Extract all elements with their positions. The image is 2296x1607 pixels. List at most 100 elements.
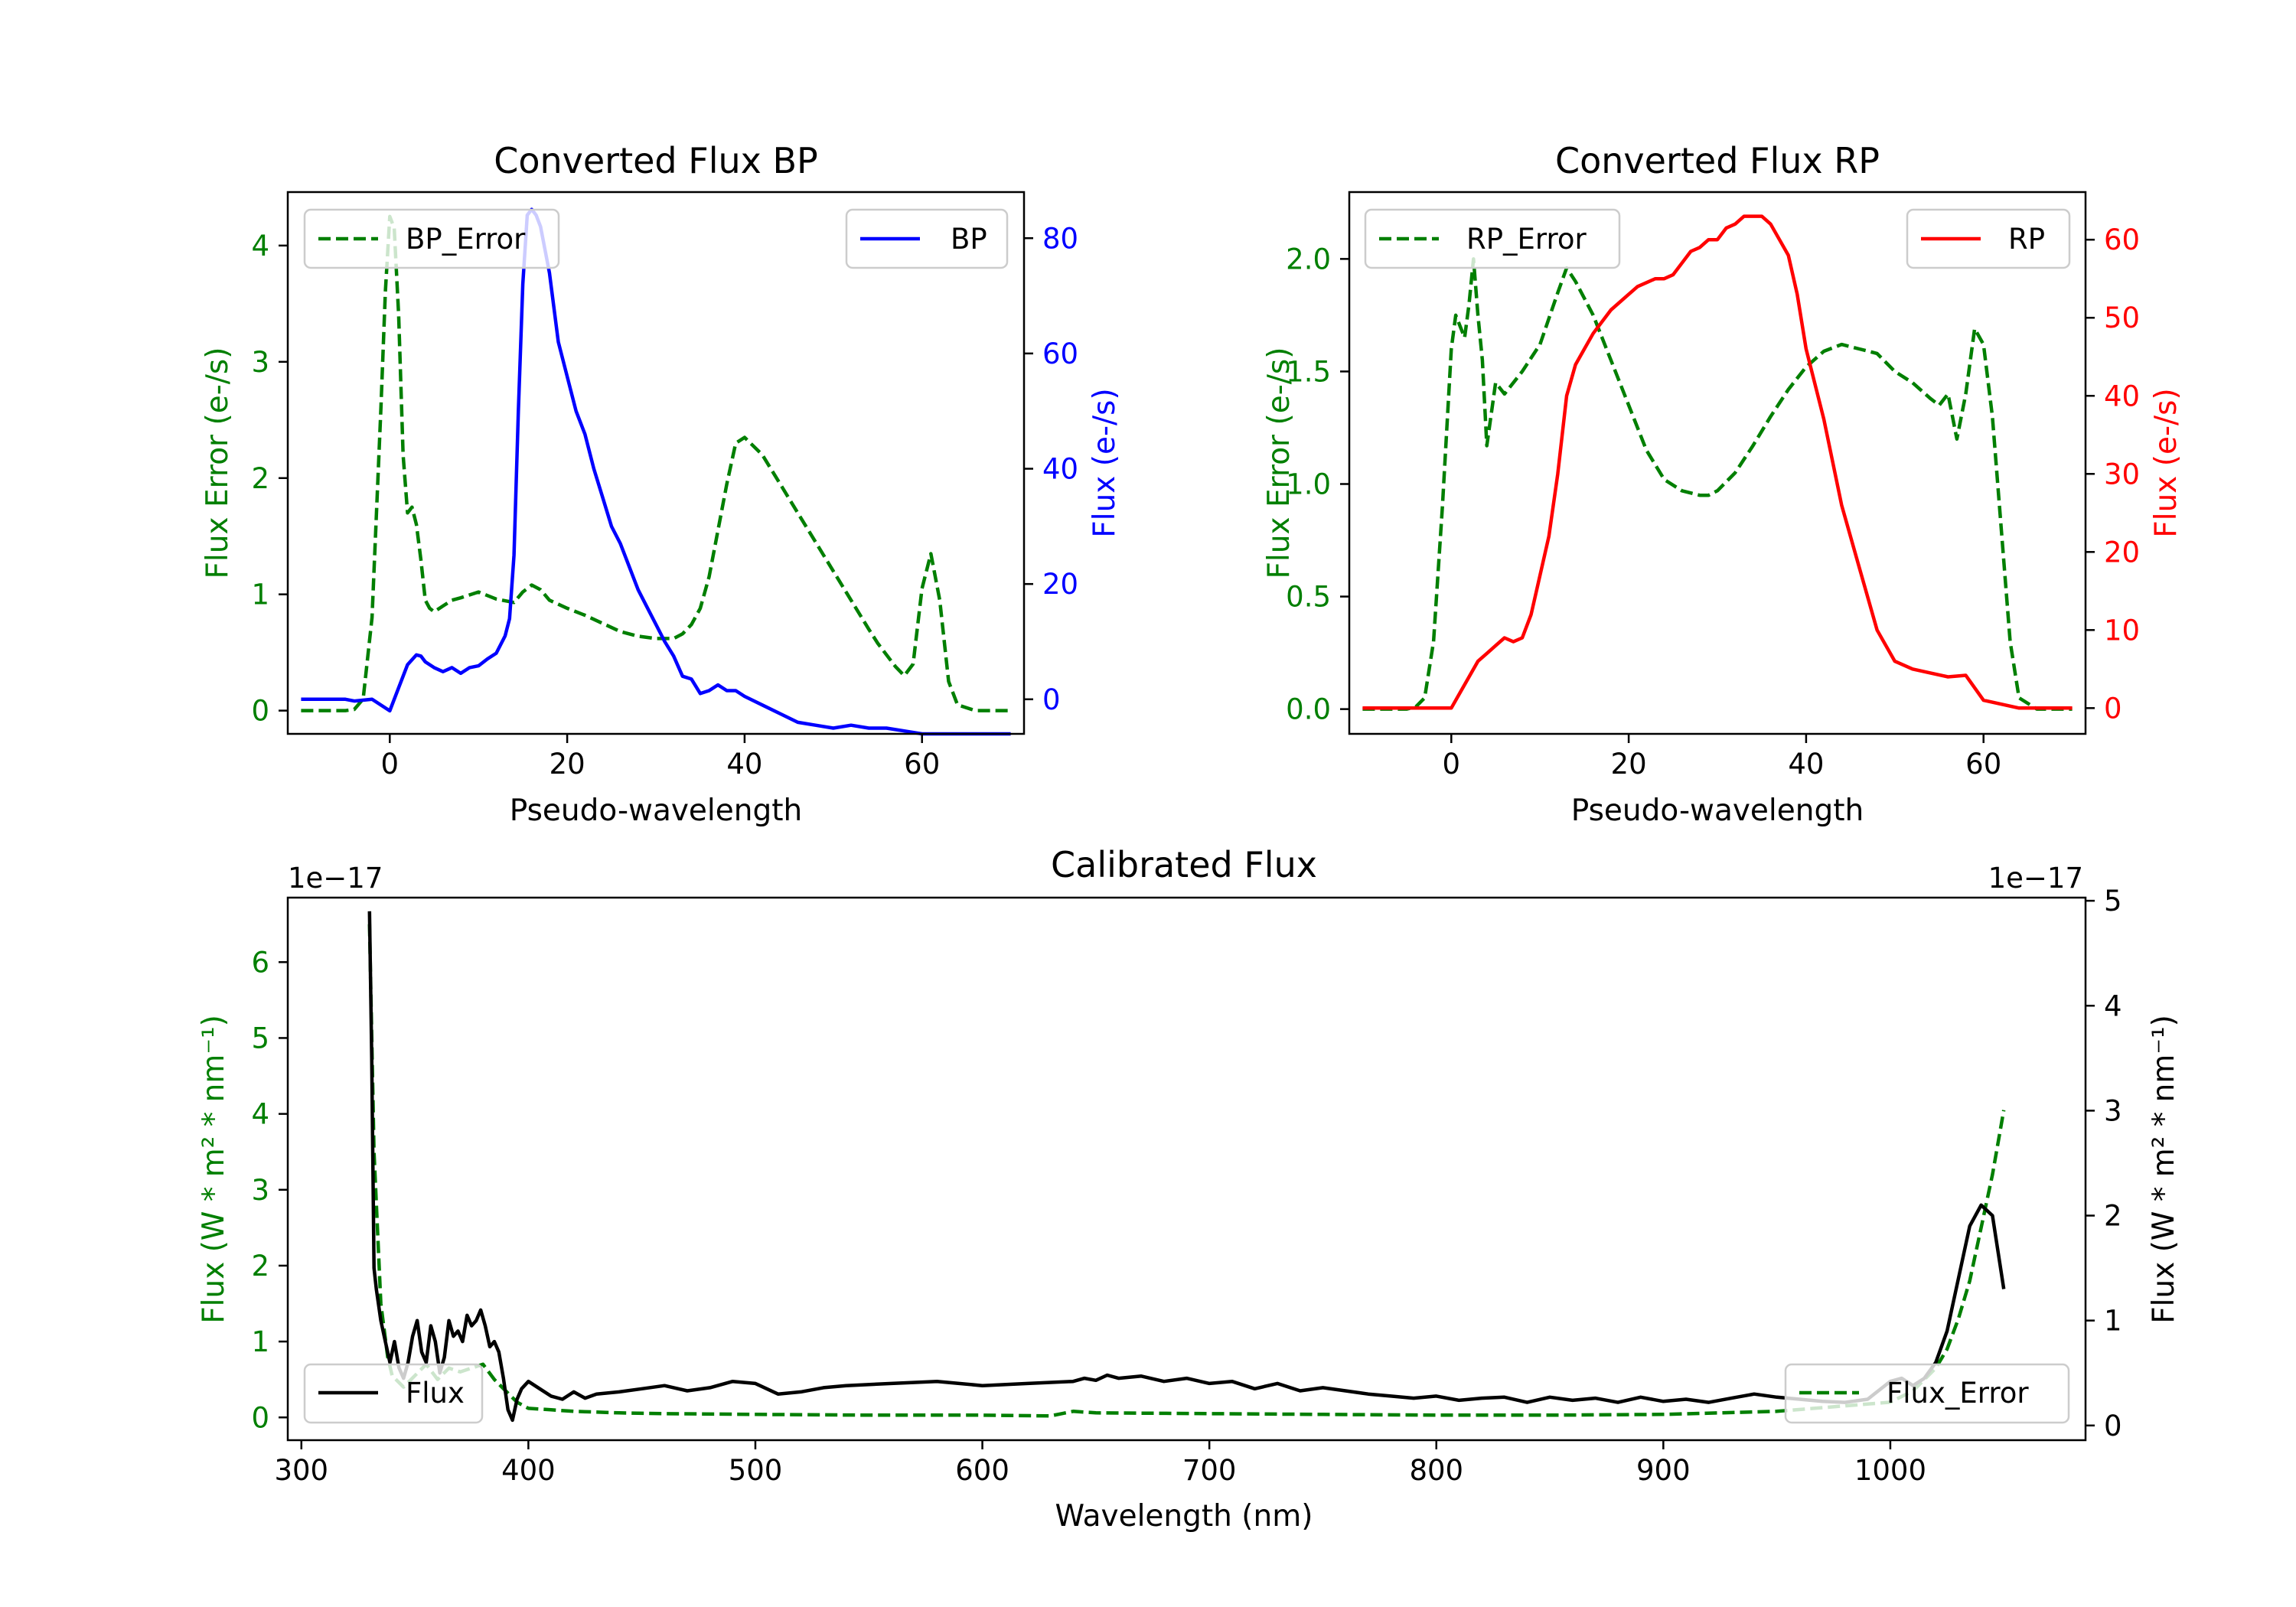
bp-x-axis-label: Pseudo-wavelength (510, 794, 802, 828)
rp-series-rp-error (1362, 257, 2073, 711)
rp-chart-title: Converted Flux RP (1555, 140, 1880, 181)
rp-left-y-tick-label: 0.5 (1286, 581, 1331, 614)
rp-x-tick-label: 20 (1611, 748, 1647, 781)
rp-left-y-tick-label: 2.0 (1286, 243, 1331, 275)
calibrated-x-tick-label: 300 (274, 1454, 328, 1487)
calibrated-x-tick-label: 400 (501, 1454, 556, 1487)
bp-series-bp (301, 207, 1011, 736)
bp-left-y-tick-label: 0 (251, 695, 269, 728)
calibrated-x-tick-label: 900 (1636, 1454, 1691, 1487)
rp-right-y-ticks: 0 10 20 30 40 50 60 (2086, 223, 2140, 725)
rp-right-y-tick-label: 60 (2104, 223, 2140, 256)
bp-left-y-tick-label: 3 (251, 346, 269, 379)
calibrated-left-y-tick-label: 6 (251, 946, 269, 979)
rp-legend-error: RP_Error (1364, 208, 1621, 269)
bp-chart: Converted Flux BP 0 20 40 60 0 1 2 3 4 0 20 40 60 8… (201, 140, 1122, 828)
calibrated-x-tick-label: 600 (955, 1454, 1009, 1487)
bp-x-tick-label: 0 (381, 748, 400, 781)
calibrated-series-flux (367, 911, 2006, 1423)
calibrated-right-y-tick-label: 4 (2104, 989, 2122, 1022)
calibrated-legend-error-label: Flux_Error (1887, 1377, 2029, 1410)
calibrated-right-y-ticks: 0 1 2 3 4 5 (2086, 885, 2122, 1442)
bp-x-tick-label: 20 (550, 748, 585, 781)
rp-legend-flux-box (1906, 208, 2071, 269)
bp-legend-error-box (303, 208, 560, 269)
rp-right-y-tick-label: 20 (2104, 536, 2140, 569)
bp-right-y-axis-label: Flux (e-/s) (1088, 388, 1122, 537)
rp-x-tick-label: 60 (1965, 748, 2001, 781)
calibrated-chart: Calibrated Flux 1e−17 1e−17 300 400 500 600… (197, 844, 2181, 1534)
rp-series-rp (1362, 214, 2073, 710)
bp-right-y-tick-label: 80 (1042, 222, 1078, 255)
rp-axes-frame (1348, 191, 2087, 735)
calibrated-series-flux-error (367, 924, 2006, 1418)
bp-legend-flux: BP (845, 208, 1009, 269)
rp-series-layer (1362, 214, 2073, 711)
rp-left-y-tick-label: 0.0 (1286, 693, 1331, 726)
calibrated-x-ticks: 300 400 500 600 700 800 900 1000 (274, 1440, 1926, 1487)
bp-right-y-tick-label: 0 (1042, 683, 1061, 716)
bp-legend-error: BP_Error (303, 208, 560, 269)
calibrated-left-y-tick-label: 4 (251, 1098, 269, 1131)
bp-left-y-tick-label: 2 (251, 462, 269, 495)
calibrated-left-y-tick-label: 2 (251, 1250, 269, 1283)
calibrated-x-tick-label: 500 (729, 1454, 783, 1487)
rp-x-ticks: 0 20 40 60 (1443, 734, 2001, 781)
bp-right-y-ticks: 0 20 40 60 80 (1024, 222, 1078, 716)
rp-left-y-tick-label: 1.0 (1286, 468, 1331, 501)
bp-axes-frame (286, 191, 1026, 735)
calibrated-left-y-tick-label: 3 (251, 1174, 269, 1207)
calibrated-legend-error-box (1784, 1363, 2070, 1424)
rp-legend-flux-label: RP (2008, 223, 2045, 256)
bp-right-y-tick-label: 20 (1042, 568, 1078, 601)
rp-left-y-axis-label: Flux Error (e-/s) (1262, 347, 1296, 579)
bp-legend-flux-box (845, 208, 1009, 269)
calibrated-legend-flux-box (303, 1363, 484, 1424)
calibrated-legend-flux: Flux (303, 1363, 484, 1424)
calibrated-x-axis-label: Wavelength (nm) (1055, 1499, 1313, 1534)
calibrated-right-y-tick-label: 1 (2104, 1305, 2122, 1338)
calibrated-legend-flux-label: Flux (406, 1377, 465, 1410)
calibrated-left-y-tick-label: 0 (251, 1401, 269, 1434)
bp-x-tick-label: 40 (726, 748, 762, 781)
rp-right-y-tick-label: 40 (2104, 380, 2140, 412)
calibrated-axes-frame (286, 896, 2087, 1442)
rp-right-y-tick-label: 10 (2104, 614, 2140, 647)
calibrated-right-y-axis-label: Flux (W * m² * nm⁻¹) (2147, 1015, 2181, 1324)
calibrated-x-tick-label: 800 (1409, 1454, 1463, 1487)
rp-right-y-axis-label: Flux (e-/s) (2149, 388, 2183, 537)
calibrated-left-offset-text: 1e−17 (288, 862, 383, 895)
calibrated-x-tick-label: 700 (1182, 1454, 1237, 1487)
rp-x-tick-label: 0 (1443, 748, 1461, 781)
calibrated-right-y-tick-label: 0 (2104, 1410, 2122, 1442)
rp-legend-error-label: RP_Error (1466, 223, 1587, 256)
bp-series-bp-error (301, 214, 1011, 712)
calibrated-left-y-tick-label: 5 (251, 1022, 269, 1054)
calibrated-series-layer (367, 911, 2006, 1423)
rp-right-y-tick-label: 30 (2104, 458, 2140, 491)
calibrated-legend-error: Flux_Error (1784, 1363, 2070, 1424)
rp-right-y-tick-label: 0 (2104, 692, 2122, 725)
calibrated-right-y-tick-label: 5 (2104, 885, 2122, 918)
bp-right-y-tick-label: 60 (1042, 337, 1078, 370)
calibrated-x-tick-label: 1000 (1854, 1454, 1926, 1487)
rp-right-y-tick-label: 50 (2104, 302, 2140, 334)
bp-left-y-tick-label: 4 (251, 230, 269, 262)
rp-x-axis-label: Pseudo-wavelength (1571, 794, 1864, 828)
bp-left-y-ticks: 0 1 2 3 4 (251, 230, 288, 728)
bp-series-layer (301, 207, 1011, 736)
calibrated-right-offset-text: 1e−17 (1988, 862, 2083, 895)
bp-x-tick-label: 60 (904, 748, 940, 781)
calibrated-left-y-tick-label: 1 (251, 1325, 269, 1358)
calibrated-left-y-axis-label: Flux (W * m² * nm⁻¹) (197, 1015, 231, 1324)
calibrated-chart-title: Calibrated Flux (1051, 844, 1317, 885)
bp-chart-title: Converted Flux BP (494, 140, 818, 181)
bp-right-y-tick-label: 40 (1042, 453, 1078, 486)
rp-left-y-tick-label: 1.5 (1286, 355, 1331, 388)
bp-x-ticks: 0 20 40 60 (381, 734, 940, 781)
bp-legend-error-label: BP_Error (406, 223, 526, 256)
calibrated-right-y-tick-label: 3 (2104, 1094, 2122, 1127)
rp-left-y-ticks: 0.0 0.5 1.0 1.5 2.0 (1286, 243, 1349, 726)
calibrated-left-y-ticks: 0 1 2 3 4 5 6 (251, 946, 288, 1434)
